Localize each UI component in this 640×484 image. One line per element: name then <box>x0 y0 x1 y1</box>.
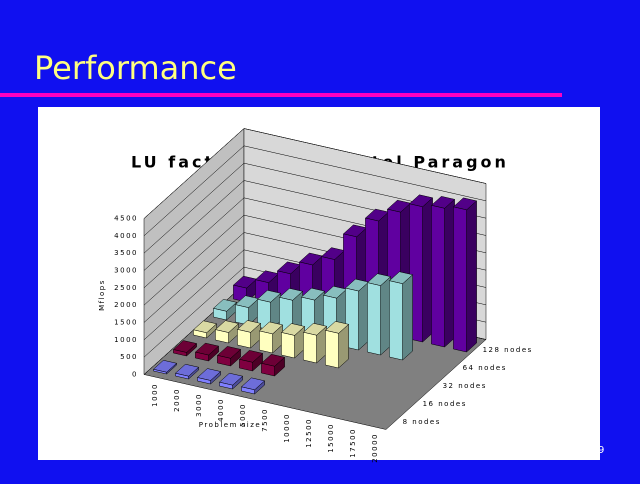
bar-side <box>402 274 413 361</box>
bar <box>324 321 350 369</box>
bar-front <box>195 351 209 362</box>
bar-front <box>367 282 381 356</box>
bar <box>258 321 284 354</box>
bar <box>236 320 262 349</box>
bar-front <box>453 206 467 353</box>
y-tick-label: 2000 <box>114 301 138 309</box>
bar-front <box>173 349 187 357</box>
x-axis-label: Problem size <box>199 421 261 429</box>
bar <box>212 299 238 321</box>
y-tick-label: 3500 <box>114 249 138 257</box>
grid-line <box>143 128 487 219</box>
bar <box>218 372 244 390</box>
bar-side <box>358 281 369 351</box>
bar <box>172 340 198 357</box>
y-tick-label: 500 <box>120 353 138 361</box>
bar <box>302 322 328 364</box>
y-tick-label: 1000 <box>114 336 138 344</box>
bar <box>234 295 260 326</box>
bar-front <box>431 205 445 348</box>
bar-front <box>193 329 207 339</box>
x-tick-label: 4000 <box>217 398 225 422</box>
bar <box>214 320 240 344</box>
x-tick-label: 5000 <box>239 403 247 427</box>
slide-title: Performance <box>34 49 237 87</box>
x-tick-label: 1000 <box>151 383 159 407</box>
bar-front <box>303 331 317 364</box>
bar-front <box>197 377 211 385</box>
bar <box>452 197 478 353</box>
y-tick-label: 4500 <box>114 215 138 223</box>
bar-front <box>175 372 189 380</box>
bar <box>196 368 222 385</box>
bar-front <box>389 280 403 361</box>
bar-front <box>261 362 275 377</box>
bar <box>216 346 242 367</box>
title-rule <box>0 93 562 97</box>
bar-front <box>213 308 227 321</box>
grid-line <box>143 145 487 237</box>
bar-side <box>422 197 433 343</box>
plot: 0 500 1000 1500 2000 2500 3000 3500 4000 4500 1000… <box>114 127 533 463</box>
x-tick-label: 12500 <box>305 418 313 448</box>
x-tick-label: 15000 <box>327 423 335 453</box>
bar <box>174 363 200 380</box>
bar <box>240 377 266 395</box>
y-tick-label: 4000 <box>114 232 138 240</box>
grid-line <box>143 162 487 254</box>
bar-front <box>215 329 229 344</box>
y-tick-label: 1500 <box>114 319 138 327</box>
y-tick-label: 2500 <box>114 284 138 292</box>
x-tick-label: 3000 <box>195 393 203 417</box>
series-label: 32 nodes <box>443 382 487 390</box>
x-tick-label: 20000 <box>371 433 379 463</box>
bar <box>388 271 414 361</box>
bar <box>408 194 434 343</box>
x-tick-label: 7500 <box>261 408 269 432</box>
slide-number: 9 <box>598 445 604 456</box>
bar <box>194 342 220 362</box>
bar <box>260 354 286 377</box>
series-label: 64 nodes <box>463 364 507 372</box>
bar-front <box>259 330 273 354</box>
bar-front <box>281 332 295 359</box>
bar-front <box>153 368 167 375</box>
bar <box>256 289 282 331</box>
bar <box>238 350 264 372</box>
bar <box>192 320 218 339</box>
bar-side <box>380 276 391 356</box>
bar-side <box>466 200 477 353</box>
bar-front <box>217 355 231 367</box>
x-tick-label: 2000 <box>173 388 181 412</box>
bar <box>366 273 392 356</box>
y-tick-label: 3000 <box>114 267 138 275</box>
bar <box>280 323 306 359</box>
y-tick-label: 0 <box>132 371 138 379</box>
x-tick-label: 10000 <box>283 413 291 443</box>
x-tick-label: 17500 <box>349 428 357 458</box>
bar <box>430 196 456 348</box>
bar-front <box>325 330 339 369</box>
bar-front <box>237 329 251 349</box>
bar-front <box>219 381 233 390</box>
bar <box>344 278 370 351</box>
bar <box>152 359 178 375</box>
bar-front <box>241 386 255 395</box>
series-label: 128 nodes <box>483 346 533 354</box>
bar-front <box>239 359 253 372</box>
series-label: 16 nodes <box>423 400 467 408</box>
bar-side <box>444 198 455 348</box>
y-axis-label: Mflops <box>98 279 106 311</box>
series-label: 8 nodes <box>403 418 441 426</box>
